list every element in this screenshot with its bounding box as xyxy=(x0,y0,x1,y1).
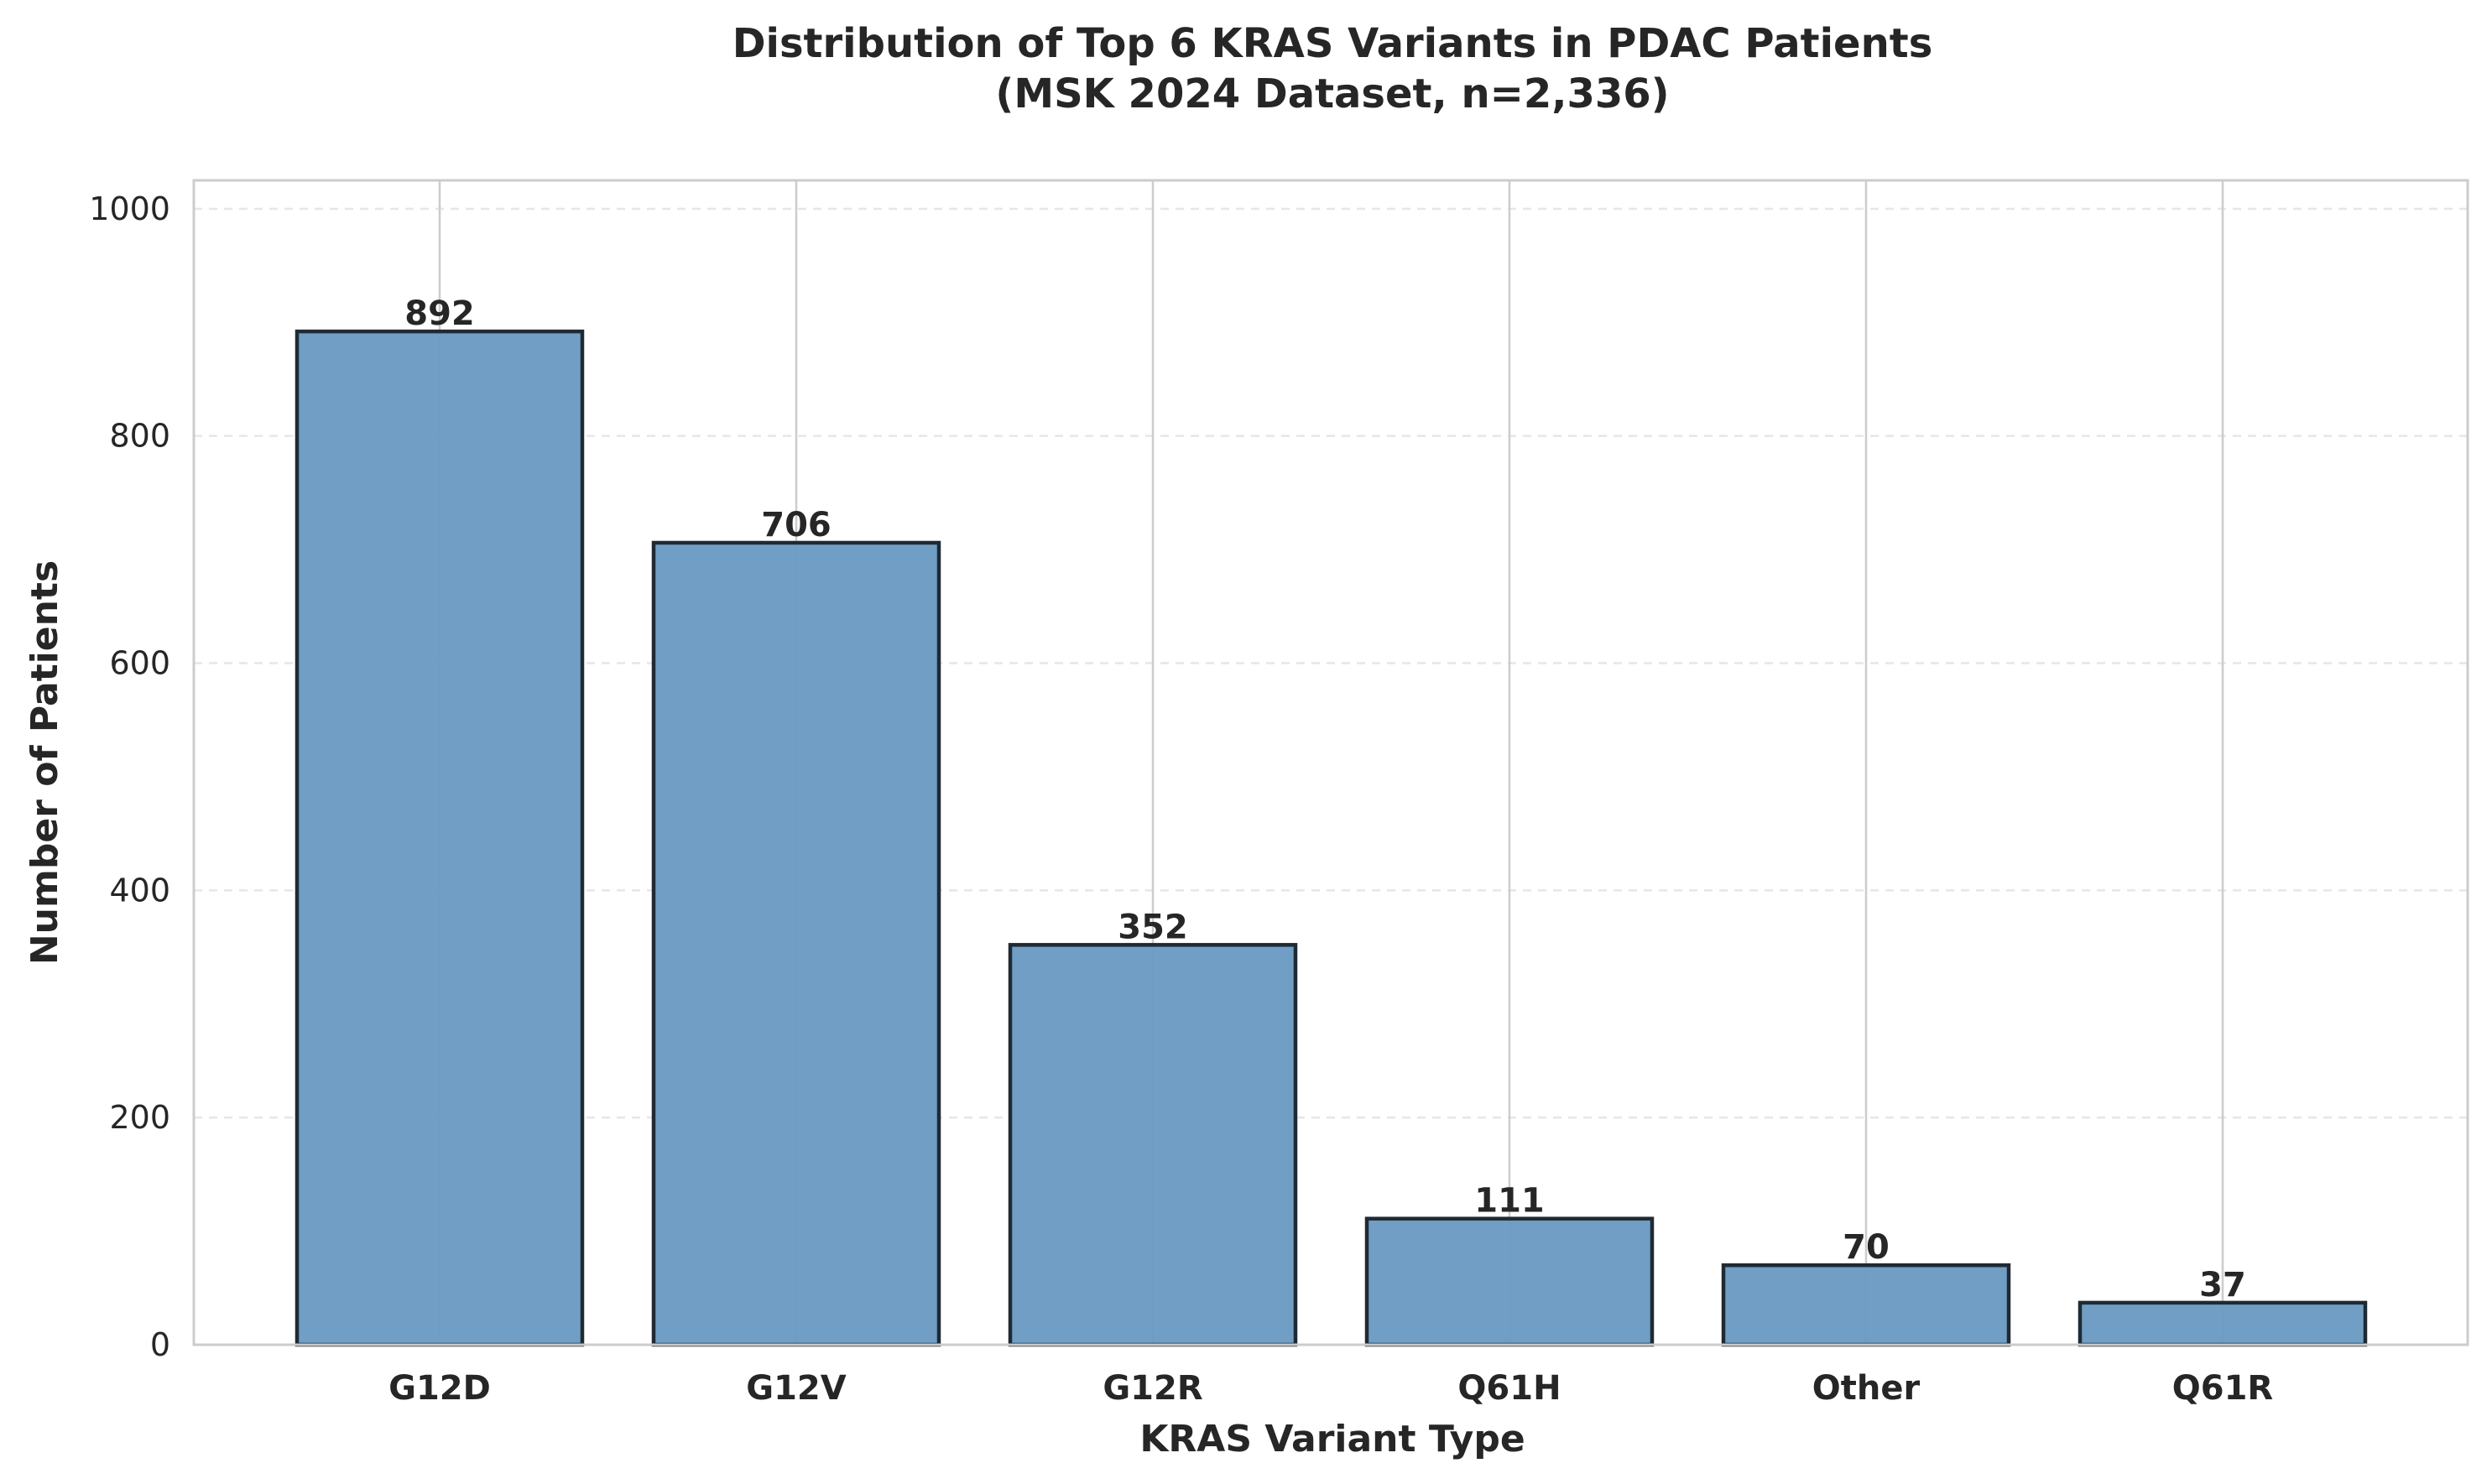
bar xyxy=(2078,1300,2368,1347)
chart-subtitle: (MSK 2024 Dataset, n=2,336) xyxy=(995,70,1669,117)
plot-frame xyxy=(192,179,2469,1346)
bars xyxy=(295,329,2368,1347)
bar xyxy=(1721,1263,2011,1347)
y-tick-label: 200 xyxy=(109,1099,170,1136)
y-tick-label: 400 xyxy=(109,872,170,909)
bar xyxy=(1008,943,1298,1347)
y-tick-label: 600 xyxy=(109,645,170,682)
bar-value-label: 111 xyxy=(1474,1182,1545,1221)
x-tick-label: G12V xyxy=(746,1369,846,1408)
bar-value-label: 706 xyxy=(761,506,832,544)
bar-value-label: 352 xyxy=(1118,908,1188,946)
bar xyxy=(295,329,585,1347)
x-axis-label: KRAS Variant Type xyxy=(1139,1418,1525,1461)
y-axis-label: Number of Patients xyxy=(23,560,66,965)
y-tick-label: 1000 xyxy=(89,190,170,227)
x-tick-label: Other xyxy=(1812,1369,1921,1408)
bar xyxy=(651,540,941,1347)
x-tick-label: G12R xyxy=(1103,1369,1202,1408)
y-tick-label: 800 xyxy=(109,418,170,455)
chart-title: Distribution of Top 6 KRAS Variants in P… xyxy=(732,20,1933,67)
y-tick-label: 0 xyxy=(150,1326,170,1363)
bar-value-labels: 892 706 352 111 70 37 xyxy=(404,294,2246,1304)
bar xyxy=(1364,1216,1655,1347)
tick-labels: 0 200 400 600 800 1000 G12D G12V G12R Q61H Other Q6… xyxy=(89,190,2273,1408)
bar-value-label: 70 xyxy=(1843,1228,1890,1267)
bar-value-label: 37 xyxy=(2199,1266,2246,1304)
plot-border xyxy=(192,179,2469,1346)
bar-value-label: 892 xyxy=(404,294,475,333)
x-tick-label: G12D xyxy=(388,1369,491,1408)
x-tick-label: Q61R xyxy=(2172,1369,2273,1408)
x-tick-label: Q61H xyxy=(1457,1369,1561,1408)
